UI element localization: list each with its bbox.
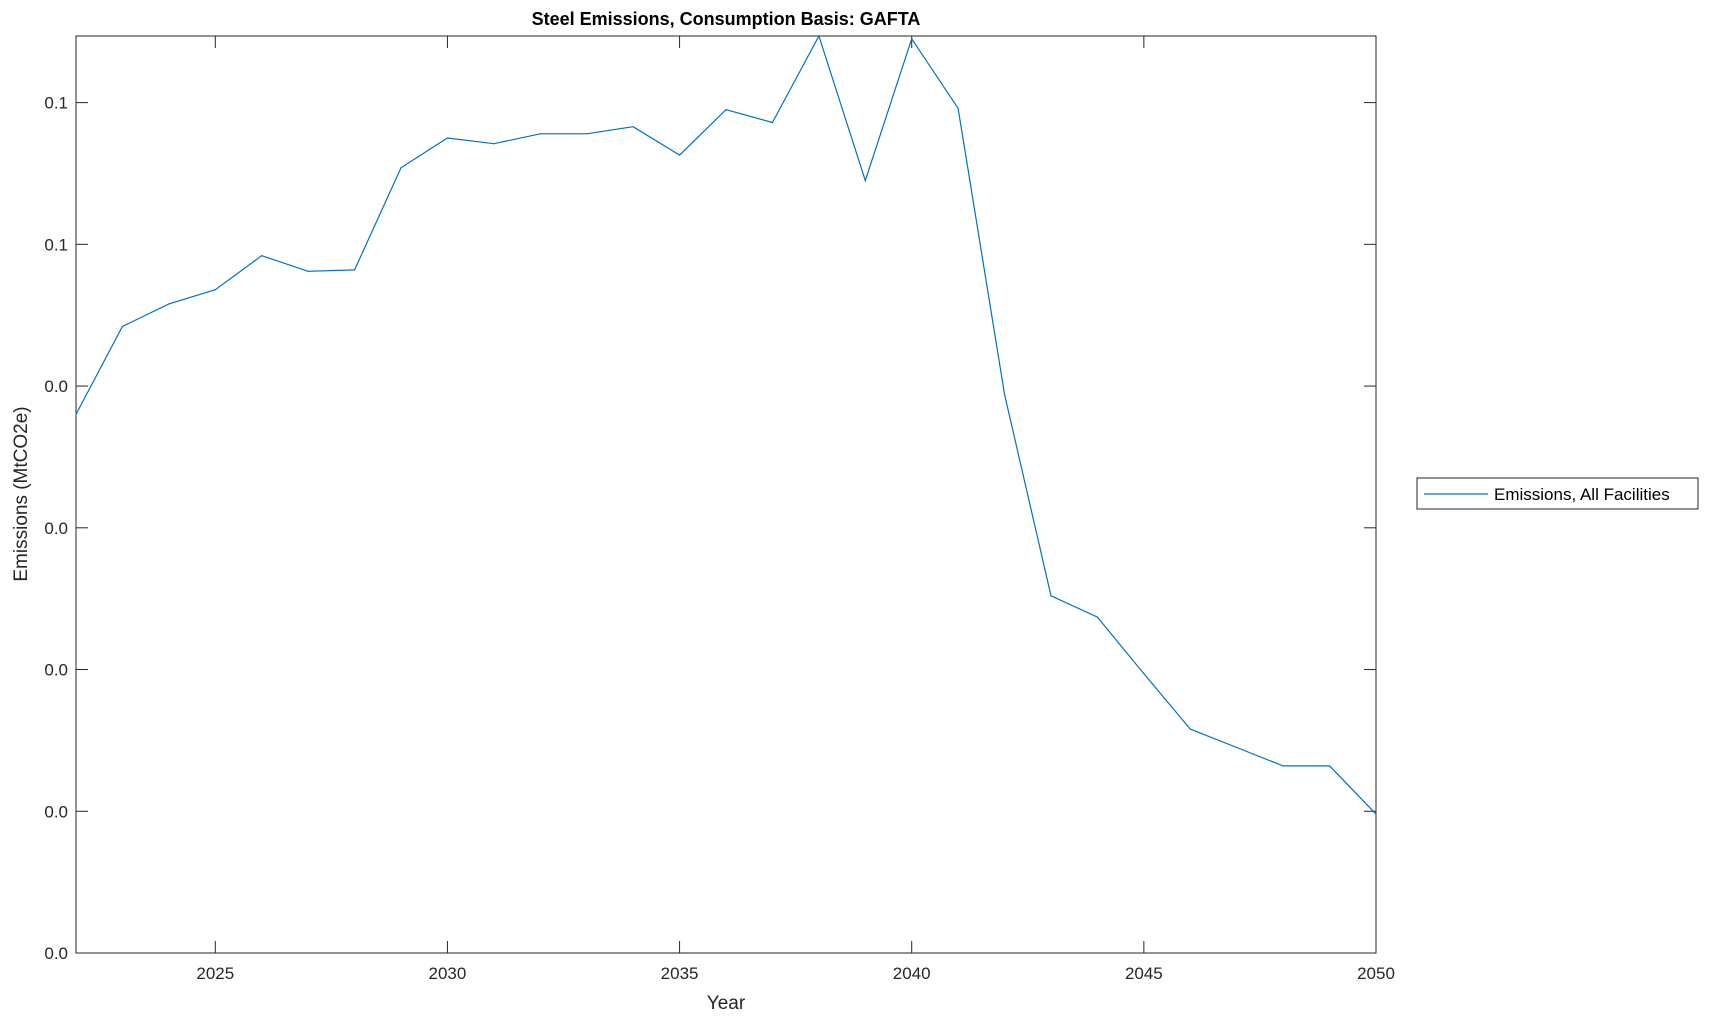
data-point: [725, 109, 727, 111]
data-point: [1003, 393, 1006, 396]
x-tick-label: 2045: [1125, 964, 1163, 983]
x-axis-label: Year: [707, 993, 746, 1014]
y-tick-label: 0.0: [44, 519, 68, 538]
y-axis: 0.0 0.0 0.0 0.0 0.0 0.1 0.1: [44, 94, 1376, 963]
data-point: [864, 179, 866, 182]
data-point: [678, 154, 681, 156]
y-tick-label: 0.0: [44, 377, 68, 396]
data-point: [957, 107, 959, 109]
data-point: [307, 270, 309, 272]
data-point: [493, 143, 495, 145]
data-point: [400, 167, 402, 169]
data-point: [586, 133, 588, 135]
data-point: [353, 269, 356, 271]
y-axis-label: Emissions (MtCO2e): [11, 406, 32, 581]
data-point: [75, 413, 77, 416]
y-tick-label: 0.1: [44, 235, 68, 254]
y-tick-label: 0.1: [44, 94, 68, 113]
chart-title: Steel Emissions, Consumption Basis: GAFT…: [532, 9, 921, 29]
data-point: [121, 325, 124, 328]
data-point: [1375, 813, 1377, 815]
x-tick-label: 2025: [196, 964, 234, 983]
data-point: [1050, 595, 1052, 597]
x-axis: 2025 2030 2035 2040 2045 2050: [196, 36, 1395, 983]
data-point: [1328, 765, 1331, 767]
series-lines: [75, 34, 1377, 815]
data-point: [261, 255, 263, 257]
data-point: [1143, 673, 1145, 675]
y-tick-label: 0.0: [44, 944, 68, 963]
data-point: [214, 289, 216, 291]
data-point: [446, 137, 449, 139]
data-point: [632, 126, 634, 128]
data-point: [911, 38, 913, 40]
data-point: [1236, 746, 1238, 749]
data-point: [1282, 765, 1284, 767]
x-tick-label: 2035: [661, 964, 699, 983]
data-point: [168, 303, 170, 305]
data-point: [1189, 728, 1191, 730]
x-tick-label: 2040: [893, 964, 931, 983]
data-point: [1096, 616, 1099, 618]
legend[interactable]: Emissions, All Facilities: [1416, 477, 1699, 510]
y-tick-label: 0.0: [44, 802, 68, 821]
data-point: [818, 35, 820, 37]
y-tick-label: 0.0: [44, 661, 68, 680]
legend-label: Emissions, All Facilities: [1494, 485, 1670, 504]
data-point: [771, 121, 774, 124]
plot-area: [75, 35, 1377, 954]
x-tick-label: 2030: [429, 964, 467, 983]
x-tick-label: 2050: [1357, 964, 1395, 983]
data-point: [539, 133, 541, 135]
